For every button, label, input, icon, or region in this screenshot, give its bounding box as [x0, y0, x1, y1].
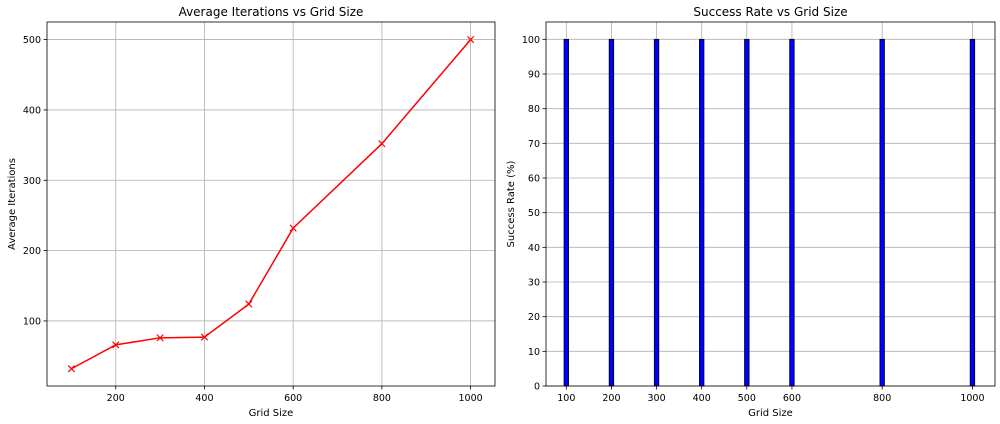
x-tick-label: 600 [783, 393, 801, 404]
x-tick-label: 500 [738, 393, 756, 404]
plot-frame [545, 21, 996, 387]
x-tick-label: 200 [602, 393, 620, 404]
bar [879, 38, 885, 387]
marker-stroke [289, 224, 297, 232]
y-tick-label: 400 [23, 105, 41, 116]
y-tick-label: 100 [522, 35, 540, 46]
marker-stroke [378, 140, 386, 148]
y-tick-label: 100 [23, 316, 41, 327]
x-axis-label: Grid Size [249, 408, 294, 419]
bar [699, 38, 705, 387]
marker-stroke [156, 334, 164, 342]
x-tick-label: 300 [647, 393, 665, 404]
y-tick-label: 500 [23, 35, 41, 46]
plot-frame [46, 21, 496, 387]
bars [563, 38, 976, 387]
data-point-marker [200, 333, 209, 341]
data-point-marker [289, 224, 297, 232]
y-tick-label: 60 [528, 174, 540, 185]
y-tick-label: 50 [528, 208, 540, 219]
y-tick-label: 20 [528, 312, 540, 323]
x-tick-label: 100 [557, 393, 575, 404]
y-tick-label: 70 [528, 139, 540, 150]
bar [789, 38, 795, 387]
series-line [71, 39, 472, 370]
y-tick-label: 40 [528, 243, 540, 254]
y-tick-label: 90 [528, 70, 540, 81]
y-axis-label: Success Rate (%) [506, 160, 517, 247]
x-tick-label: 1000 [960, 393, 984, 404]
bar-chart: Success Rate vs Grid Size Grid Size Succ… [506, 5, 996, 419]
data-point-marker [245, 300, 253, 308]
tick-labels: 200 400 600 800 1000 100 200 300 400 500 [23, 35, 483, 404]
line-chart: Average Iterations vs Grid Size Grid Siz… [7, 5, 496, 419]
bar [744, 38, 750, 387]
x-tick-label: 200 [107, 393, 125, 404]
marker-stroke [245, 300, 253, 308]
marker-stroke [112, 341, 120, 349]
tick-labels: 100 200 300 400 500 600 800 1000 0 10 20 30 40 50 60 70… [522, 35, 985, 404]
y-tick-label: 300 [23, 176, 41, 187]
y-axis-label: Average Iterations [7, 158, 18, 250]
x-tick-label: 400 [693, 393, 711, 404]
x-tick-label: 800 [873, 393, 891, 404]
x-tick-label: 800 [373, 393, 391, 404]
y-tick-label: 10 [528, 347, 540, 358]
bar [653, 38, 660, 387]
chart-title: Success Rate vs Grid Size [693, 5, 847, 19]
x-tick-label: 400 [195, 393, 213, 404]
bar [608, 38, 615, 387]
data-point-marker [466, 35, 475, 44]
y-tick-label: 200 [23, 246, 41, 257]
x-tick-label: 600 [284, 393, 302, 404]
chart-title: Average Iterations vs Grid Size [179, 5, 364, 19]
y-tick-label: 30 [528, 278, 540, 289]
data-point-marker [378, 140, 386, 148]
data-point-marker [67, 365, 76, 373]
x-axis-label: Grid Size [748, 408, 793, 419]
y-tick-label: 0 [534, 382, 540, 393]
marker-stroke [67, 365, 76, 373]
series-marks [67, 35, 475, 373]
y-tick-label: 80 [528, 104, 540, 115]
marker-stroke [200, 333, 209, 341]
data-point-marker [156, 334, 164, 342]
marker-stroke [466, 35, 475, 44]
x-tick-label: 1000 [459, 393, 483, 404]
bar [969, 38, 976, 387]
bar [563, 38, 569, 387]
data-point-marker [112, 341, 120, 349]
grid [47, 22, 495, 386]
